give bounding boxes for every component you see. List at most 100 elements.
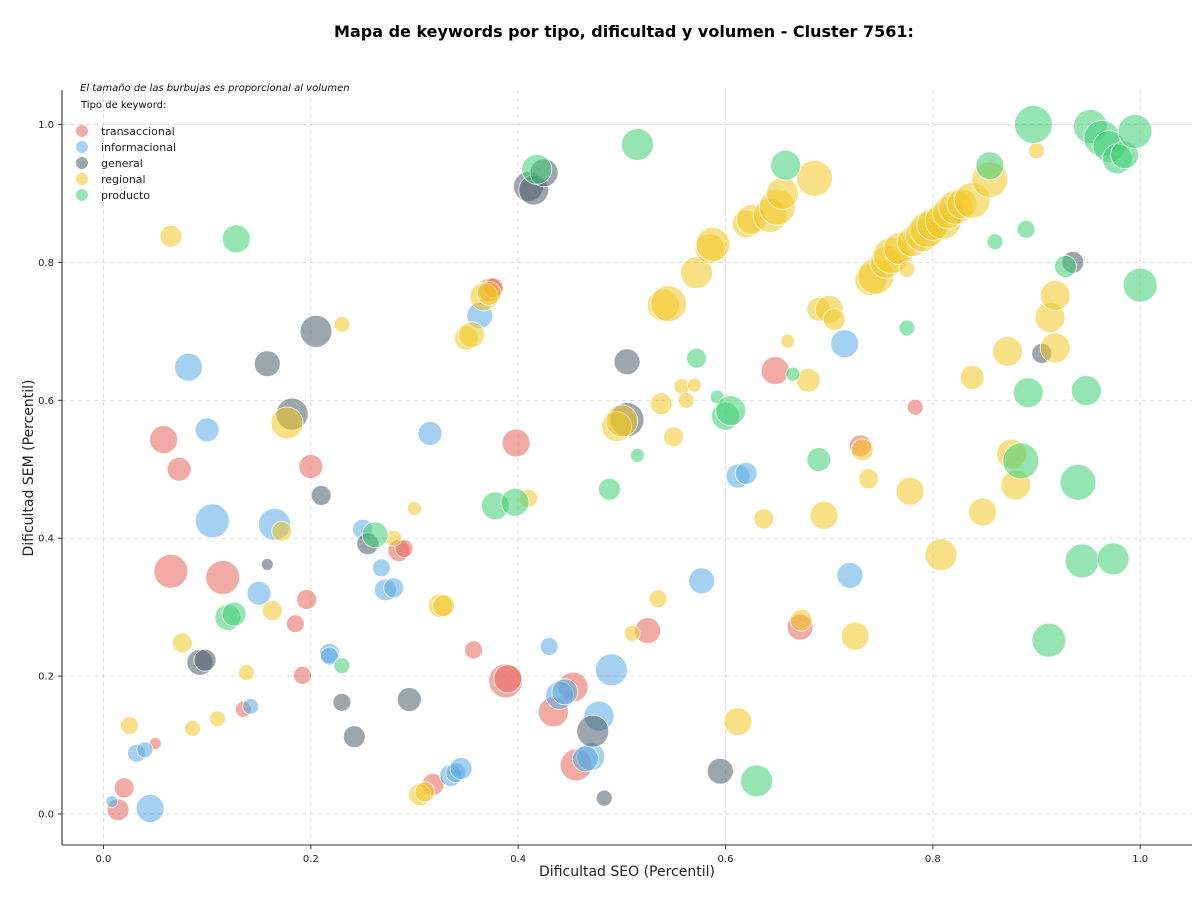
- x-tick-label: 0.4: [510, 854, 526, 865]
- bubble-regional: [663, 426, 685, 448]
- bubble-informacional: [572, 745, 599, 773]
- bubble-transaccional: [149, 425, 179, 455]
- bubble-general: [332, 692, 352, 712]
- bubble-producto: [785, 366, 801, 382]
- bubble-regional: [850, 438, 874, 462]
- bubble-producto: [898, 319, 916, 337]
- bubble-regional: [959, 365, 985, 390]
- bubble-informacional: [371, 558, 391, 578]
- y-tick-label: 1.0: [38, 120, 54, 131]
- bubble-regional: [796, 367, 821, 393]
- x-axis-label: Dificultad SEO (Percentil): [539, 864, 715, 880]
- bubble-general: [260, 558, 274, 571]
- bubble-producto: [1012, 377, 1044, 409]
- size-note: El tamaño de las burbujas es proporciona…: [80, 83, 350, 94]
- bubble-regional: [476, 280, 502, 306]
- bubble-informacional: [830, 329, 860, 359]
- y-tick-label: 0.2: [38, 672, 54, 683]
- bubble-informacional: [417, 420, 443, 446]
- bubble-regional: [649, 392, 673, 416]
- bubble-transaccional: [296, 589, 318, 610]
- bubbles-layer: [105, 105, 1158, 823]
- bubble-producto: [333, 657, 351, 675]
- bubble-informacional: [551, 678, 579, 706]
- bubble-producto: [1064, 543, 1100, 579]
- bubble-regional: [858, 468, 879, 490]
- y-tick-label: 0.8: [38, 258, 54, 269]
- bubble-producto: [361, 521, 389, 549]
- bubble-regional: [924, 538, 958, 572]
- bubble-producto: [686, 347, 707, 369]
- bubble-producto: [221, 224, 251, 254]
- bubble-transaccional: [501, 428, 531, 458]
- bubble-informacional: [734, 461, 758, 485]
- bubble-producto: [630, 447, 645, 463]
- bubble-producto: [1002, 442, 1040, 480]
- bubble-transaccional: [113, 777, 135, 799]
- bubble-general: [342, 725, 366, 749]
- bubble-informacional: [246, 580, 272, 606]
- bubble-general: [299, 314, 333, 348]
- bubble-regional: [1039, 332, 1071, 364]
- bubble-producto: [806, 447, 832, 473]
- legend-label-transaccional: transaccional: [101, 125, 175, 138]
- bubble-producto: [1096, 542, 1130, 576]
- bubble-producto: [221, 601, 247, 627]
- bubble-regional: [1039, 280, 1071, 311]
- bubble-regional: [407, 501, 422, 516]
- bubble-regional: [809, 501, 839, 530]
- bubble-regional: [119, 716, 139, 736]
- legend-label-informacional: informacional: [101, 141, 176, 154]
- bubble-informacional: [539, 637, 559, 656]
- bubble-general: [595, 789, 613, 807]
- bubble-regional: [680, 256, 713, 290]
- bubble-transaccional: [153, 553, 189, 589]
- bubble-informacional: [688, 567, 715, 595]
- legend-marker-general: [76, 157, 88, 169]
- bubble-producto: [1014, 105, 1053, 144]
- bubble-informacional: [595, 653, 628, 687]
- bubble-general: [576, 714, 610, 748]
- bubble-informacional: [105, 795, 119, 808]
- bubble-regional: [968, 497, 997, 527]
- legend-marker-transaccional: [76, 125, 88, 137]
- bubble-producto: [1031, 622, 1067, 658]
- bubble-producto: [1117, 113, 1153, 149]
- bubble-informacional: [449, 757, 473, 780]
- bubble-regional: [333, 315, 351, 333]
- bubble-producto: [715, 395, 747, 427]
- bubble-regional: [159, 224, 183, 248]
- bubble-regional: [822, 308, 846, 332]
- bubble-general: [193, 648, 217, 672]
- bubble-regional: [766, 176, 799, 210]
- bubble-regional: [789, 608, 813, 632]
- bubble-regional: [723, 707, 753, 736]
- bubble-informacional: [135, 794, 165, 823]
- bubble-producto: [1054, 255, 1077, 278]
- bubble-regional: [677, 391, 695, 409]
- y-tick-label: 0.4: [38, 534, 54, 545]
- bubble-producto: [1059, 463, 1097, 501]
- bubble-general: [706, 757, 734, 785]
- bubble-regional: [650, 285, 687, 323]
- bubble-regional: [261, 600, 283, 621]
- bubble-regional: [895, 476, 925, 506]
- bubble-transaccional: [205, 560, 241, 595]
- x-tick-label: 1.0: [1132, 854, 1148, 865]
- bubble-regional: [687, 377, 702, 393]
- bubble-informacional: [383, 577, 405, 599]
- bubble-producto: [986, 233, 1004, 251]
- bubble-regional: [414, 781, 436, 803]
- bubble-general: [613, 348, 641, 376]
- legend-marker-producto: [76, 189, 88, 201]
- x-tick-label: 0.0: [96, 854, 112, 865]
- legend-label-producto: producto: [101, 189, 150, 202]
- legend: transaccional informacional general regiona…: [76, 125, 176, 202]
- legend-marker-regional: [76, 173, 88, 185]
- legend-label-regional: regional: [101, 173, 146, 186]
- bubble-transaccional: [298, 454, 324, 479]
- bubble-general: [310, 484, 332, 506]
- bubble-producto: [1070, 375, 1102, 407]
- bubble-producto: [975, 151, 1005, 181]
- bubble-regional: [458, 321, 485, 349]
